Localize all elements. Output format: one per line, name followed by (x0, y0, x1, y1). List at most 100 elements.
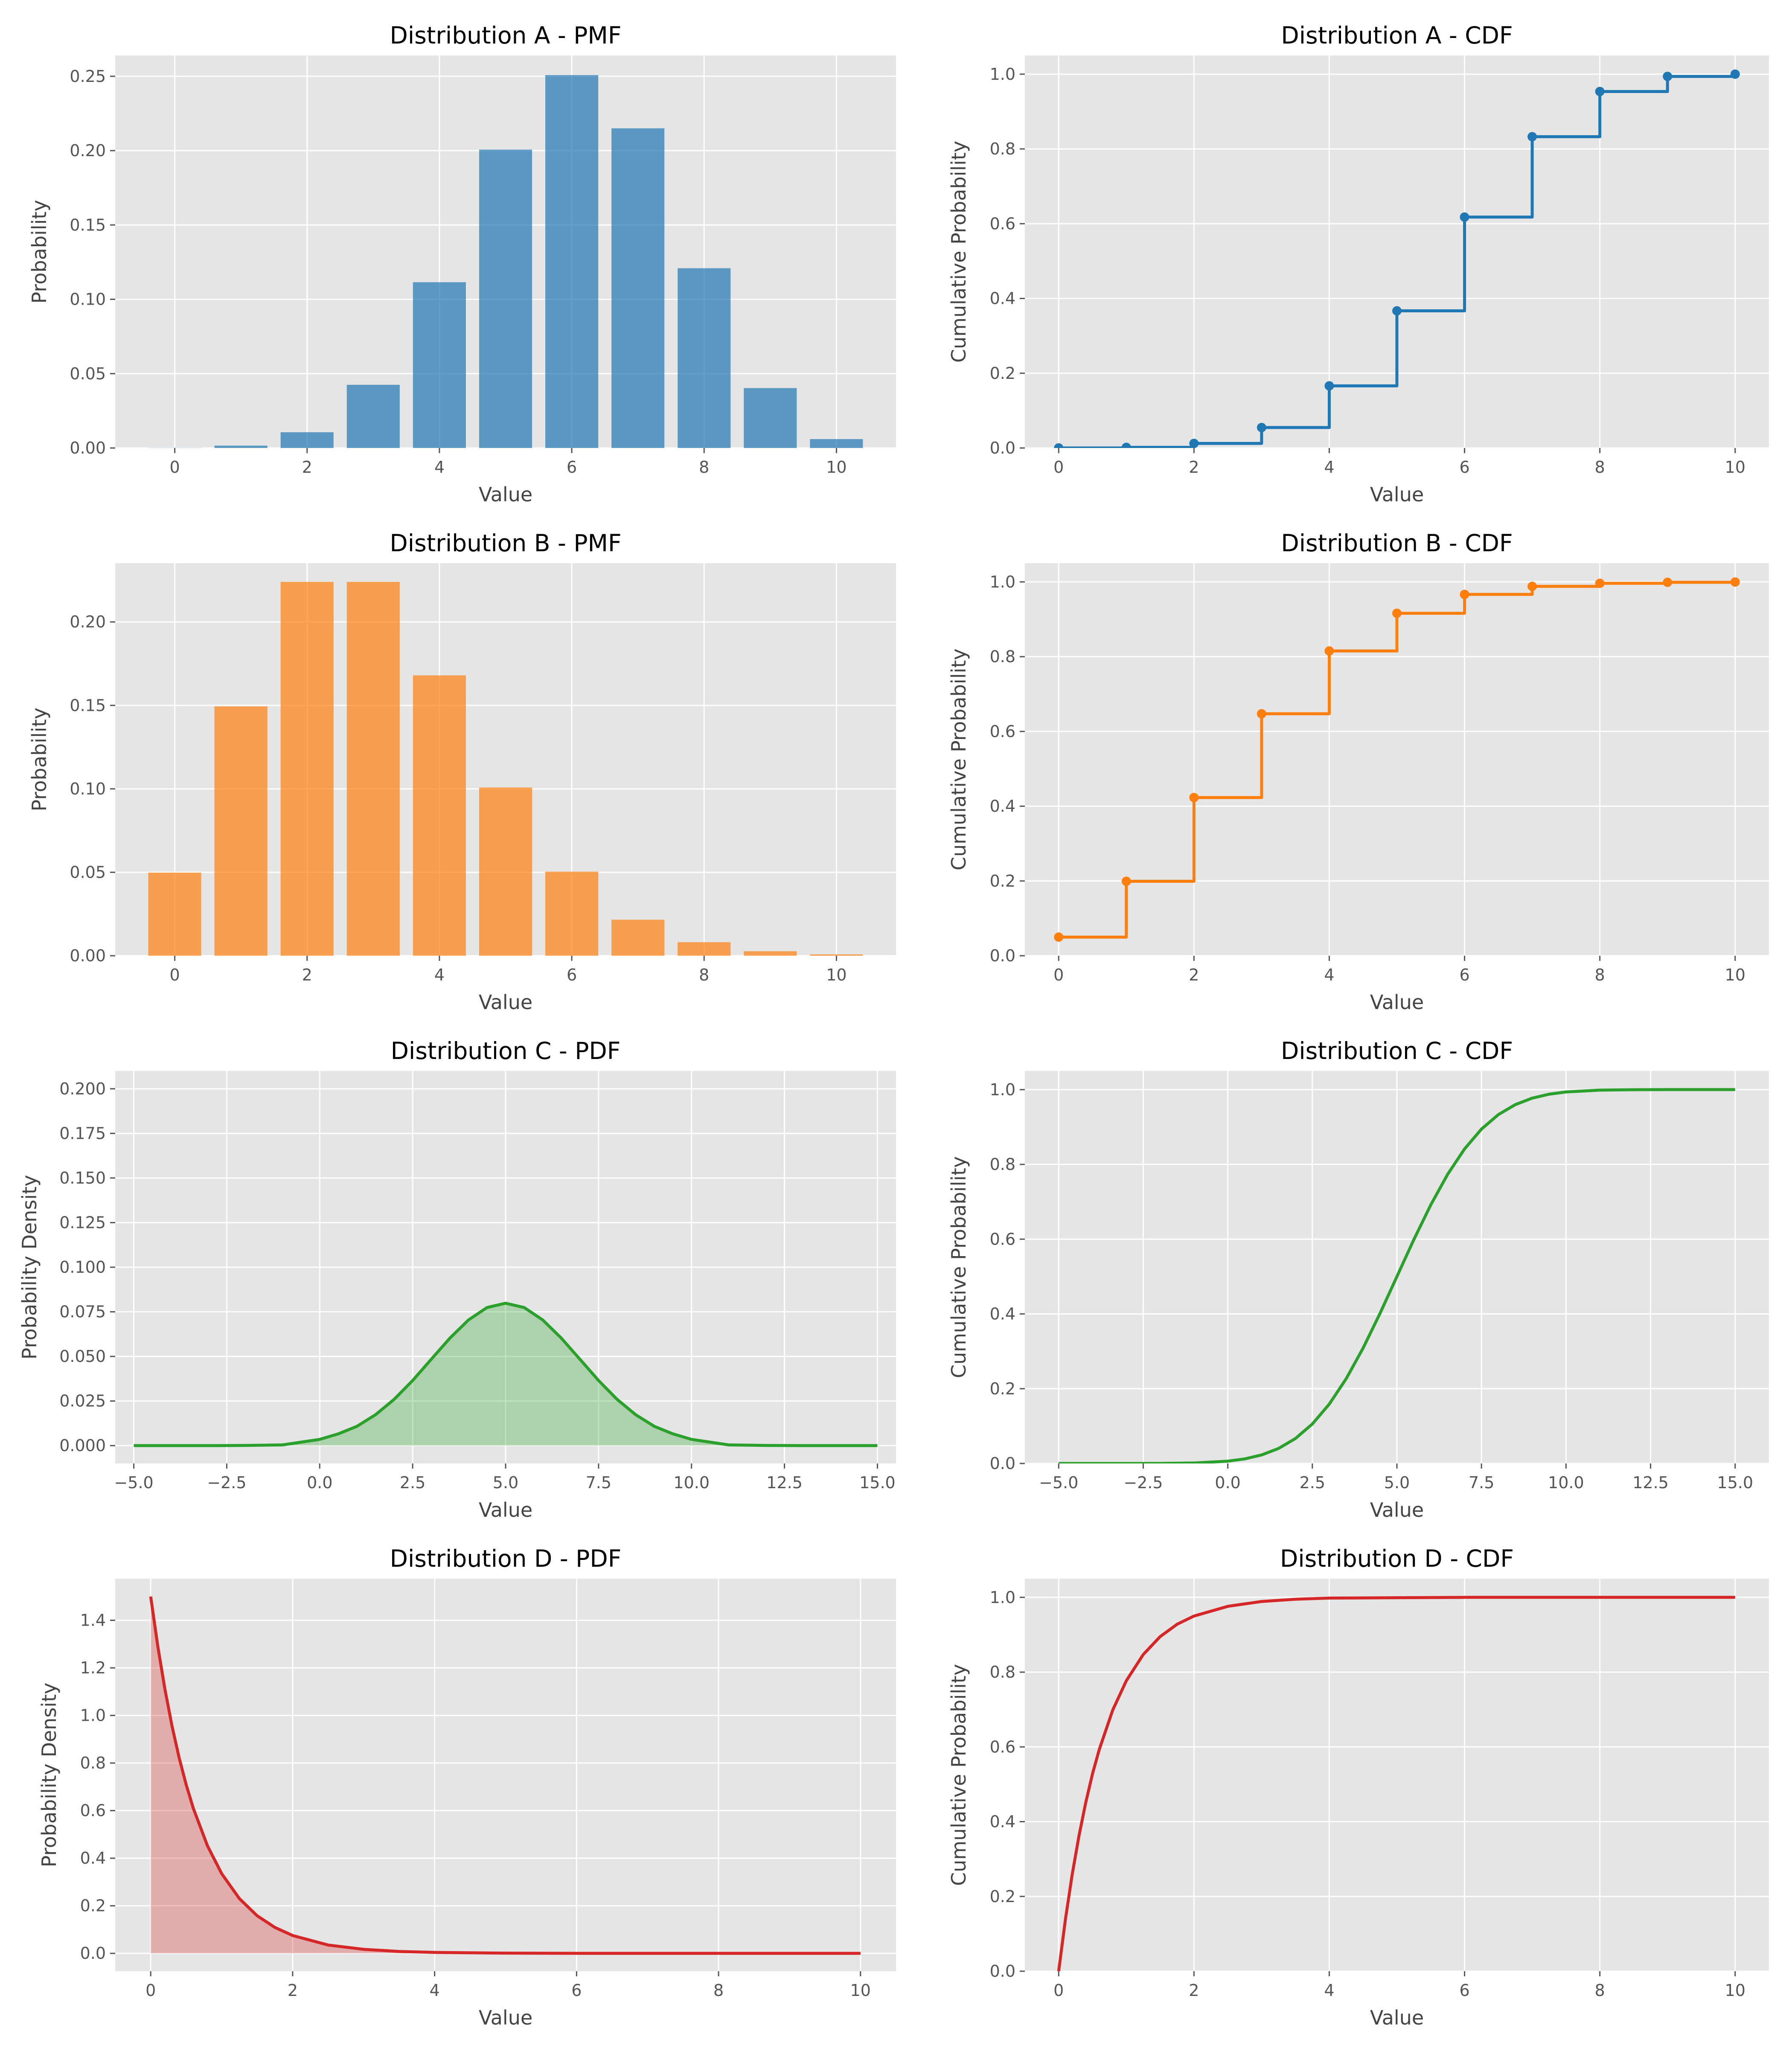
x-tick-label: 4 (434, 458, 445, 477)
x-axis-label: Value (479, 991, 532, 1014)
plot-marks (1057, 1596, 1735, 1971)
y-tick-label: 0.200 (59, 1079, 106, 1098)
y-tick-label: 0.0 (80, 1944, 106, 1963)
bar (744, 951, 797, 956)
bar (280, 582, 334, 956)
y-tick-label: 0.100 (59, 1258, 106, 1277)
chart-panel-b-cdf: 0 2 4 6 8 10 0.0 0.2 0.4 0.6 0.8 1.0 Distribution B … (947, 529, 1769, 1014)
y-tick-label: 0.6 (80, 1801, 106, 1820)
x-tick-label: 0 (169, 458, 180, 477)
y-tick-label: 0.2 (80, 1897, 106, 1915)
bar (413, 675, 466, 956)
x-tick-label: 8 (699, 458, 709, 477)
x-tick-label: 6 (1459, 966, 1469, 984)
data-point (1460, 590, 1469, 599)
y-tick-label: 1.4 (80, 1611, 106, 1630)
y-tick-label: 0.2 (990, 1887, 1015, 1906)
x-tick-label: 0 (169, 966, 180, 984)
bar (611, 128, 665, 448)
data-point (1527, 132, 1537, 142)
y-tick-label: 0.2 (990, 364, 1015, 383)
plot-area (1025, 1579, 1769, 1971)
y-axis-label: Probability Density (18, 1175, 41, 1360)
chart-title: Distribution A - CDF (1281, 22, 1513, 49)
bar (479, 149, 532, 448)
bar (280, 432, 334, 448)
data-point (1324, 381, 1334, 391)
x-tick-label: 2.5 (400, 1473, 425, 1492)
y-tick-label: 1.0 (990, 1080, 1015, 1099)
bar (611, 919, 665, 956)
y-tick-label: 1.2 (80, 1658, 106, 1677)
chart-title: Distribution A - PMF (390, 22, 621, 49)
plot-area (1025, 55, 1769, 448)
x-axis-label: Value (479, 1498, 532, 1521)
x-axis-label: Value (479, 483, 532, 506)
data-point (1121, 876, 1131, 886)
bar (678, 942, 731, 956)
plot-marks (1054, 577, 1740, 942)
series-line (149, 1596, 861, 1955)
x-tick-label: −5.0 (1039, 1473, 1078, 1492)
data-point (1730, 577, 1740, 587)
x-tick-label: 15.0 (1717, 1473, 1753, 1492)
x-tick-label: 4 (430, 1981, 440, 2000)
x-tick-label: 0 (1053, 966, 1064, 984)
x-axis-label: Value (1370, 1498, 1424, 1521)
data-point (1189, 793, 1199, 803)
data-point (1324, 646, 1334, 656)
x-tick-label: −2.5 (1123, 1473, 1163, 1492)
plot-marks (149, 1596, 861, 1955)
chart-panel-c-pdf: −5.0 −2.5 0.0 2.5 5.0 7.5 10.0 12.5 15.0 0.000 0.0… (18, 1037, 896, 1521)
bar (810, 439, 863, 448)
x-tick-label: 10 (1725, 458, 1745, 477)
x-tick-label: 0 (1053, 1981, 1064, 2000)
data-point (1663, 72, 1673, 81)
data-point (1527, 582, 1537, 591)
bar (214, 706, 268, 956)
x-tick-label: 7.5 (1469, 1473, 1494, 1492)
y-tick-label: 0.25 (70, 67, 106, 86)
y-tick-label: 0.4 (990, 1812, 1015, 1831)
x-tick-label: 10.0 (1548, 1473, 1584, 1492)
y-axis-label: Probability Density (38, 1683, 61, 1868)
y-tick-label: 0.05 (70, 863, 106, 881)
y-tick-label: 0.05 (70, 364, 106, 383)
y-tick-label: 0.10 (70, 290, 106, 309)
area-fill (134, 1303, 878, 1446)
y-tick-label: 1.0 (80, 1706, 106, 1725)
bar (744, 388, 797, 448)
x-tick-label: 12.5 (766, 1473, 803, 1492)
y-tick-label: 0.6 (990, 722, 1015, 741)
y-tick-label: 0.10 (70, 780, 106, 798)
x-tick-label: 8 (699, 966, 709, 984)
chart-panel-d-cdf: 0 2 4 6 8 10 0.0 0.2 0.4 0.6 0.8 1.0 Distribution D … (947, 1545, 1769, 2029)
x-tick-label: 4 (1324, 1981, 1334, 2000)
y-tick-label: 0.4 (990, 797, 1015, 816)
bar (148, 873, 201, 956)
y-axis-label: Cumulative Probability (947, 1156, 970, 1378)
chart-title: Distribution B - CDF (1281, 529, 1513, 557)
data-point (1257, 422, 1266, 432)
data-point (1121, 442, 1131, 448)
data-point (1460, 212, 1469, 222)
y-tick-label: 0.4 (990, 1305, 1015, 1324)
x-tick-label: 8 (1595, 458, 1605, 477)
data-point (1392, 608, 1402, 618)
chart-panel-a-pmf: 0 2 4 6 8 10 0.00 0.05 0.10 0.15 0.20 0.25 Distribut… (28, 22, 896, 506)
chart-title: Distribution C - CDF (1281, 1037, 1513, 1065)
x-tick-label: 8 (1595, 966, 1605, 984)
y-axis-label: Cumulative Probability (947, 1664, 970, 1886)
bar (346, 582, 400, 956)
y-tick-label: 0.20 (70, 141, 106, 160)
plot-marks (1054, 69, 1740, 448)
x-axis-label: Value (1370, 2006, 1424, 2029)
y-axis-label: Cumulative Probability (947, 141, 970, 363)
y-tick-label: 0.025 (59, 1392, 106, 1411)
x-tick-label: 2 (1189, 966, 1199, 984)
x-tick-label: 2.5 (1300, 1473, 1325, 1492)
x-tick-label: 5.0 (493, 1473, 518, 1492)
series-line (134, 1301, 878, 1447)
bar (413, 282, 466, 448)
